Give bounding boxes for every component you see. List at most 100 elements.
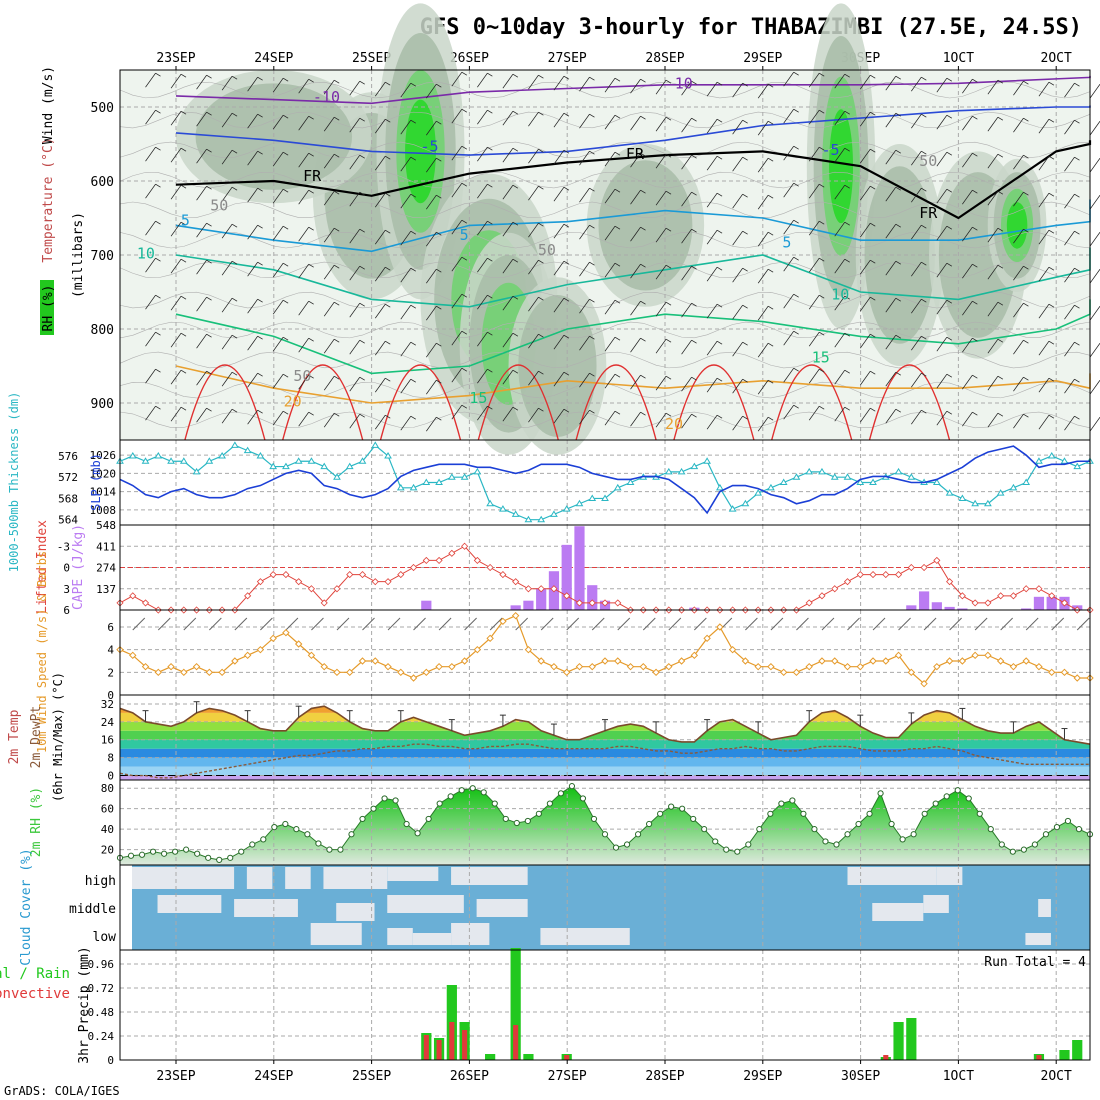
wind-barb (298, 78, 310, 94)
wind-barb (691, 376, 697, 381)
thickness-point (320, 462, 329, 470)
date-label: 25SEP (352, 1069, 391, 1084)
rh-point (326, 846, 333, 853)
wind-barb (655, 338, 667, 354)
wind-barb (145, 294, 156, 310)
wind-barb (196, 259, 207, 275)
thickness-point (958, 494, 967, 501)
thickness-point (779, 478, 788, 485)
wind-barb (515, 617, 529, 631)
li-point (422, 556, 430, 564)
thickness-point (167, 457, 175, 464)
wind-barb (410, 267, 416, 272)
wind-barb (170, 295, 182, 311)
wind-barb (640, 226, 646, 231)
thickness-point (256, 451, 265, 459)
wind-speed-point (945, 657, 954, 665)
wind-barb (206, 74, 212, 79)
wind-barb (563, 297, 570, 302)
thickness-point (945, 489, 954, 496)
wind-barb (742, 341, 748, 346)
cape-tick: 137 (96, 583, 116, 596)
temperature-contour (175, 365, 1091, 404)
wind-barb (757, 83, 769, 99)
wind-barb (716, 118, 723, 123)
wind-barb (665, 153, 672, 158)
wind-barb (962, 337, 973, 353)
li-point (831, 585, 839, 593)
li-point (397, 571, 405, 579)
wind-barb (819, 146, 825, 151)
wind-barb (742, 156, 748, 161)
wind-barb (155, 220, 161, 225)
wind-barb (579, 76, 590, 92)
wind-barb (374, 340, 386, 356)
rh-point (712, 838, 719, 845)
rh-point (634, 831, 642, 838)
thickness-point (473, 467, 482, 475)
precip-convective-bar (449, 1022, 455, 1060)
rh-point (249, 841, 256, 848)
wind-barb (221, 260, 233, 276)
wind-barb (385, 192, 391, 197)
wind-speed-point (294, 640, 303, 648)
wind-barb (859, 370, 871, 386)
wind-barb (1089, 305, 1100, 321)
wind-barb (1038, 377, 1050, 393)
wind-barb (604, 114, 616, 130)
thickness-point (243, 446, 252, 454)
wind-barb (410, 230, 416, 235)
wind-speed-point (384, 662, 392, 671)
wind-barb (962, 374, 973, 390)
wind-speed-point (639, 662, 647, 671)
cape-bar (918, 591, 930, 610)
legend-slp: SLP (mb) (89, 453, 103, 511)
rh-contour (119, 261, 1091, 279)
wind-barb (308, 374, 314, 379)
date-label: 24SEP (254, 1069, 293, 1084)
temperature-contour (175, 75, 1091, 105)
wind-barb (231, 334, 238, 339)
li-point (563, 592, 571, 600)
wind-barb (553, 112, 565, 128)
date-label: 1OCT (943, 1069, 974, 1084)
wind-barb (946, 373, 953, 378)
thickness-point (154, 451, 163, 459)
rh-contour (119, 411, 1091, 429)
wind-barb (425, 157, 437, 173)
wind-barb (655, 153, 667, 169)
wind-speed-point (346, 668, 354, 677)
li-point (524, 585, 532, 593)
wind-barb (742, 82, 748, 87)
wind-barb (1064, 304, 1075, 320)
wind-speed-point (728, 645, 737, 654)
contour-label: 5 (782, 234, 791, 252)
wind-barb (665, 227, 672, 232)
wind-barb (308, 411, 314, 416)
thickness-point (754, 489, 763, 496)
wind-barb (272, 188, 284, 204)
wind-barb (1089, 342, 1100, 358)
wind-barb (451, 182, 463, 198)
wind-barb (538, 148, 544, 153)
wind-barb (767, 231, 774, 236)
wind-barb (436, 194, 442, 199)
wind-barb (1048, 118, 1055, 123)
wind-barb (1064, 193, 1075, 209)
wind-barb (972, 152, 978, 157)
wind-barb (1023, 302, 1029, 307)
wind-barb (732, 415, 743, 431)
wind-barb (487, 331, 493, 336)
rh-point (579, 795, 587, 802)
wind-barb (1064, 119, 1075, 135)
pressure-tick: 900 (91, 397, 114, 412)
wind-barb (936, 114, 948, 130)
wind-barb (489, 617, 503, 631)
wind-barb (630, 189, 641, 205)
wind-barb (630, 263, 641, 279)
wind-speed-point (575, 662, 584, 671)
wind-barb (155, 405, 161, 410)
wind-barb (691, 413, 697, 418)
wind-barb (221, 186, 233, 202)
wind-barb (681, 265, 692, 281)
